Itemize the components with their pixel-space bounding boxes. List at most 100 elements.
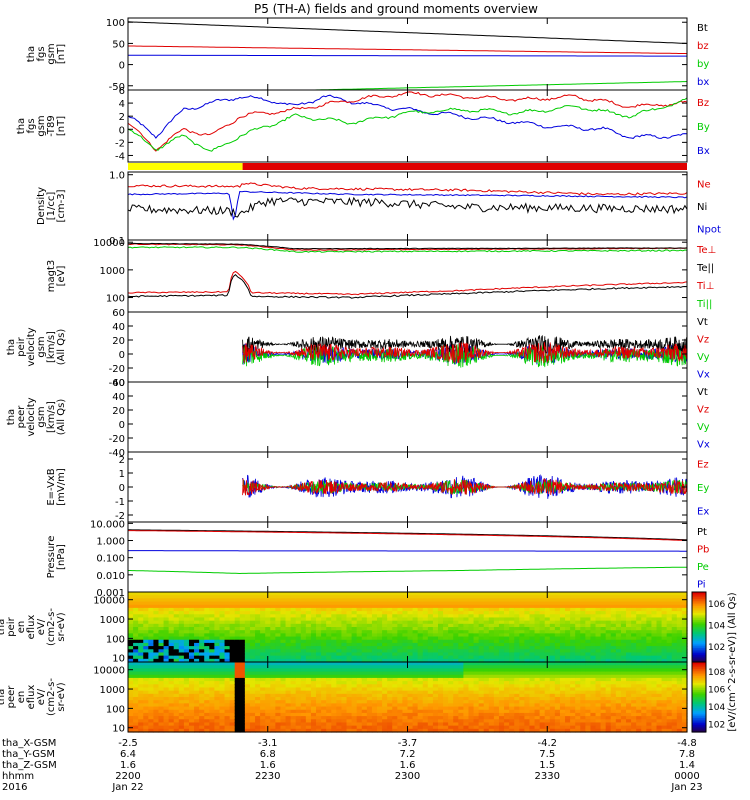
colorbar-step [692,625,706,628]
spec-cell [631,595,637,599]
spec-cell [158,662,165,666]
spec-cell [407,693,414,698]
spec-cell [463,684,470,689]
spec-cell [158,716,165,720]
spec-cell [143,725,149,730]
spec-cell [600,595,607,599]
spec-cell [295,712,302,717]
spec-cell [509,646,515,650]
spec-cell [575,601,581,606]
spec-cell [204,601,210,606]
spec-cell [194,716,200,720]
spec-cell [529,636,536,641]
spec-cell [473,697,480,701]
spec-cell [651,601,658,606]
spec-cell [575,614,581,619]
spec-cell [458,677,464,682]
spec-cell [331,611,337,615]
spec-cell [514,639,520,644]
spec-cell [321,716,327,720]
spec-cell [554,658,561,663]
spec-cell [483,652,490,657]
spec-cell [666,655,673,660]
spec-cell [199,674,205,679]
spec-cell [620,620,627,625]
spec-cell [290,646,297,650]
spec-cell [493,623,500,628]
spec-cell [453,709,459,714]
spec-cell [539,636,546,641]
spec-cell [194,719,200,724]
spec-cell [407,642,414,647]
spec-cell [280,712,287,717]
spec-cell [249,630,256,634]
spec-cell [514,674,520,679]
spec-cell [585,592,592,596]
spec-cell [407,671,414,676]
spec-cell [143,697,149,701]
spec-cell [138,728,144,733]
spec-cell [224,706,231,711]
spec-cell [336,627,343,631]
spec-cell [422,681,429,685]
spec-cell [524,614,531,619]
spec-cell [595,684,602,689]
spec-cell [397,601,404,606]
spec-cell [371,671,378,676]
ylabel-line: [mV/m] [56,468,67,506]
spec-cell [600,719,607,724]
spec-cell [590,636,597,641]
spec-cell [387,623,393,628]
spec-cell [316,671,322,676]
spec-cell [158,623,165,628]
spec-cell [620,665,627,669]
spec-cell [570,642,576,647]
spec-cell [595,646,602,650]
spec-cell [326,665,332,669]
spec-cell [417,623,424,628]
spec-cell [392,719,398,724]
spec-cell [631,611,637,615]
spec-cell [300,703,307,708]
spec-cell [631,592,637,596]
spec-cell [524,604,531,609]
spec-cell [163,655,170,660]
spec-cell [214,658,221,663]
spec-cell [570,620,576,625]
spec-cell [377,687,383,692]
spec-cell [158,604,165,609]
spec-cell [392,627,398,631]
spec-cell [290,642,297,647]
spec-cell [377,649,383,654]
spec-cell [453,671,459,676]
spec-cell [331,592,337,596]
spec-cell [504,607,510,612]
spec-cell [509,592,515,596]
spec-cell [361,716,368,720]
spec-cell [544,649,551,654]
spec-cell [432,677,439,682]
spec-cell [620,681,627,685]
spec-cell [493,611,500,615]
spec-cell [143,620,149,625]
spec-cell [387,684,393,689]
spec-cell [615,706,622,711]
spec-cell [173,690,180,695]
spec-cell [366,697,373,701]
spec-cell [305,693,312,698]
spec-cell [331,677,337,682]
spec-cell [199,633,205,638]
spec-cell [402,719,409,724]
spec-cell [265,674,271,679]
spec-cell [249,728,256,733]
spec-cell [549,712,556,717]
spec-cell [463,677,470,682]
spec-cell [204,703,210,708]
spec-cell [153,677,160,682]
spec-cell [310,690,317,695]
spec-cell [524,700,531,704]
spec-cell [316,716,322,720]
series-bx [128,94,687,139]
spec-cell [488,722,495,727]
spec-cell [615,630,622,634]
